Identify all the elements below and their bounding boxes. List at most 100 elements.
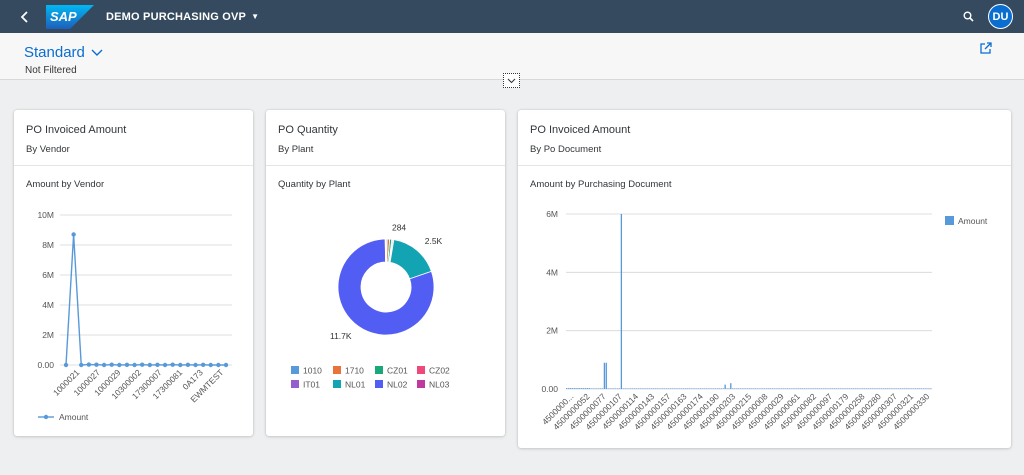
bar xyxy=(699,388,702,389)
variant-selector[interactable]: Standard xyxy=(24,44,103,61)
bar xyxy=(692,388,694,389)
bar xyxy=(658,388,660,389)
user-avatar[interactable]: DU xyxy=(988,4,1013,29)
legend-label: NL03 xyxy=(429,380,450,390)
bar xyxy=(930,388,932,389)
bar xyxy=(873,388,875,389)
bar xyxy=(805,388,807,389)
pie-slice-nl03 xyxy=(384,238,387,263)
bar xyxy=(926,388,928,389)
y-tick-label: 2M xyxy=(546,326,558,336)
bar xyxy=(788,388,790,389)
card-header[interactable]: PO Quantity By Plant xyxy=(266,110,505,166)
bar xyxy=(786,388,789,389)
bar xyxy=(694,388,696,389)
bar xyxy=(688,388,690,389)
bar xyxy=(854,388,856,389)
bar xyxy=(807,388,809,389)
header-collapse-button[interactable] xyxy=(503,73,520,88)
bar xyxy=(756,388,758,389)
bar xyxy=(686,388,689,389)
line-chart-amount-by-vendor[interactable]: 0.002M4M6M8M10M1000021100002710000291030… xyxy=(14,110,253,436)
legend-swatch xyxy=(945,216,954,225)
bar xyxy=(826,388,828,389)
y-tick-label: 6M xyxy=(546,209,558,219)
chevron-down-icon xyxy=(507,78,516,83)
card-title: PO Invoiced Amount xyxy=(26,124,127,136)
bar xyxy=(907,388,909,389)
card-po-quantity-by-plant: PO Quantity By Plant Quantity by Plant 2… xyxy=(266,110,505,436)
sap-logo[interactable]: SAP xyxy=(46,4,94,29)
data-point xyxy=(109,362,114,367)
bar xyxy=(771,388,773,389)
data-point xyxy=(162,362,168,368)
bar xyxy=(790,388,792,389)
legend-label: 1010 xyxy=(303,366,322,376)
bar xyxy=(579,388,581,389)
bar xyxy=(566,388,568,389)
bar xyxy=(647,388,649,389)
bar xyxy=(665,388,668,389)
bar xyxy=(735,388,738,389)
donut-chart-quantity-by-plant[interactable]: 284 2.5K 11.7K 1010 1710 CZ01 CZ02 IT01 NL01 NL02… xyxy=(266,110,505,436)
bar xyxy=(675,388,677,389)
bar xyxy=(726,388,728,389)
bar xyxy=(830,388,832,389)
legend-label: Amount xyxy=(59,412,89,422)
bar xyxy=(592,388,594,389)
bar xyxy=(843,388,845,389)
bar xyxy=(705,388,707,389)
bar xyxy=(858,388,860,389)
bar xyxy=(760,388,762,389)
bar xyxy=(584,388,587,389)
bar xyxy=(845,388,847,389)
card-header[interactable]: PO Invoiced Amount By Vendor xyxy=(14,110,253,166)
data-point xyxy=(94,362,99,367)
bar xyxy=(860,388,862,389)
legend-swatch xyxy=(417,380,425,388)
bar xyxy=(764,388,766,389)
bar xyxy=(594,388,596,389)
bar xyxy=(633,388,636,389)
bar xyxy=(622,388,624,389)
bar xyxy=(832,388,834,389)
bar xyxy=(607,388,609,389)
share-button[interactable] xyxy=(979,41,995,57)
bar xyxy=(573,388,575,389)
bar xyxy=(871,388,873,389)
legend-swatch xyxy=(333,380,341,388)
bar xyxy=(884,388,887,389)
search-button[interactable] xyxy=(954,3,982,31)
back-button[interactable] xyxy=(12,0,38,33)
data-point xyxy=(124,362,130,368)
bar xyxy=(799,388,802,389)
bar xyxy=(696,388,698,389)
bar xyxy=(615,388,617,389)
back-icon xyxy=(20,10,28,23)
card-header[interactable]: PO Invoiced Amount By Po Document xyxy=(518,110,1011,166)
card-subtitle: By Vendor xyxy=(26,144,70,155)
bar xyxy=(581,388,583,389)
legend-swatch xyxy=(291,380,299,388)
bar xyxy=(715,388,717,389)
bar xyxy=(894,388,896,389)
bar xyxy=(918,388,921,389)
filter-status: Not Filtered xyxy=(25,65,77,76)
y-tick-label: 2M xyxy=(42,330,54,340)
y-tick-label: 6M xyxy=(42,270,54,280)
data-point xyxy=(185,362,191,368)
bar xyxy=(841,388,843,389)
bar xyxy=(643,388,645,389)
bar xyxy=(677,388,679,389)
bar xyxy=(839,388,841,389)
bar xyxy=(667,388,670,389)
bar xyxy=(915,388,917,389)
bar xyxy=(749,388,751,389)
data-label: 284 xyxy=(392,222,406,232)
app-title-menu[interactable]: DEMO PURCHASING OVP ▼ xyxy=(106,11,259,23)
bar xyxy=(750,388,753,389)
column-chart-amount-by-document[interactable]: 0.002M4M6M4500000...45000000524500000077… xyxy=(518,110,1011,448)
card-subtitle: By Po Document xyxy=(530,144,602,155)
bar xyxy=(664,388,666,389)
series-line-amount xyxy=(65,234,226,366)
